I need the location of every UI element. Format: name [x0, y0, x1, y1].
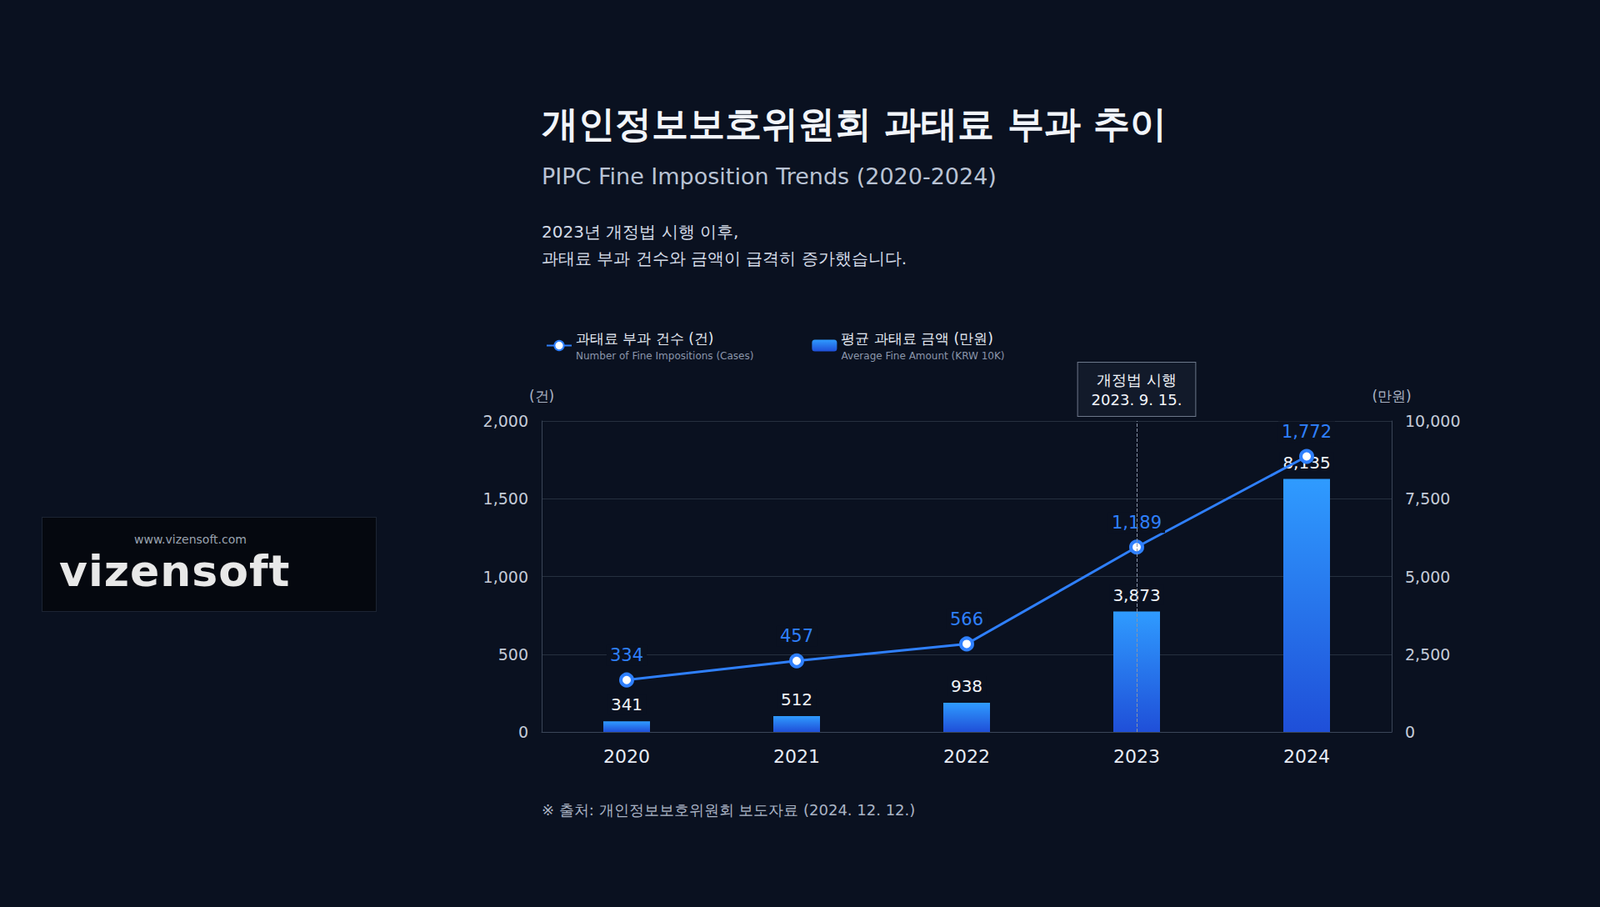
- svg-text:2023. 9. 15.: 2023. 9. 15.: [1091, 390, 1183, 409]
- html-text:PIPC Fine Imposition Trends (2: PIPC Fine Imposition Trends (2020-2024): [541, 163, 997, 190]
- svg-text:(만원): (만원): [1371, 387, 1411, 405]
- svg-text:1,500: 1,500: [483, 489, 529, 508]
- svg-text:2020: 2020: [603, 745, 650, 767]
- svg-text:0: 0: [518, 722, 529, 741]
- svg-text:938: 938: [950, 675, 983, 696]
- html-text:2023년 개정법 시행 이후,: 2023년 개정법 시행 이후,: [541, 221, 739, 242]
- svg-text:2022: 2022: [943, 745, 990, 767]
- html-text:www.vizensoft.com: www.vizensoft.com: [134, 532, 247, 546]
- svg-text:334: 334: [610, 645, 644, 665]
- svg-text:2023: 2023: [1113, 745, 1160, 767]
- svg-text:2,500: 2,500: [1405, 645, 1450, 664]
- svg-text:1,000: 1,000: [483, 567, 529, 586]
- html-text:※ 출처: 개인정보보호위원회 보도자료 (2024. 12: ※ 출처: 개인정보보호위원회 보도자료 (2024. 12. 12.): [541, 800, 916, 819]
- svg-text:(건): (건): [529, 387, 555, 405]
- svg-text:5,000: 5,000: [1405, 567, 1450, 586]
- svg-text:평균 과태료 금액 (만원): 평균 과태료 금액 (만원): [840, 330, 993, 347]
- svg-text:1,189: 1,189: [1111, 512, 1162, 533]
- svg-text:500: 500: [498, 645, 529, 664]
- html-text:과태료 부과 건수와 금액이 급격히 증가했습니다.: 과태료 부과 건수와 금액이 급격히 증가했습니다.: [541, 248, 907, 269]
- svg-text:2024: 2024: [1283, 745, 1330, 767]
- svg-text:3,873: 3,873: [1112, 584, 1161, 605]
- svg-text:Number of Fine Impositions (Ca: Number of Fine Impositions (Cases): [575, 350, 754, 362]
- html-text:vizensoft: vizensoft: [59, 545, 291, 596]
- svg-text:7,500: 7,500: [1405, 489, 1450, 508]
- svg-text:0: 0: [1405, 722, 1415, 741]
- svg-text:10,000: 10,000: [1405, 411, 1460, 430]
- svg-text:2021: 2021: [773, 745, 820, 767]
- svg-text:1,772: 1,772: [1281, 421, 1332, 442]
- svg-text:457: 457: [780, 625, 814, 646]
- html-text:개인정보보호위원회 과태료 부과 추이: 개인정보보호위원회 과태료 부과 추이: [541, 102, 1167, 145]
- svg-text:2,000: 2,000: [483, 411, 529, 430]
- svg-text:Average Fine Amount (KRW 10K): Average Fine Amount (KRW 10K): [840, 350, 1005, 362]
- svg-text:8,135: 8,135: [1282, 452, 1331, 473]
- svg-text:341: 341: [610, 694, 643, 715]
- svg-text:과태료 부과 건수 (건): 과태료 부과 건수 (건): [575, 330, 714, 347]
- svg-text:566: 566: [950, 609, 984, 630]
- svg-text:개정법 시행: 개정법 시행: [1096, 370, 1177, 389]
- svg-text:512: 512: [780, 689, 813, 710]
